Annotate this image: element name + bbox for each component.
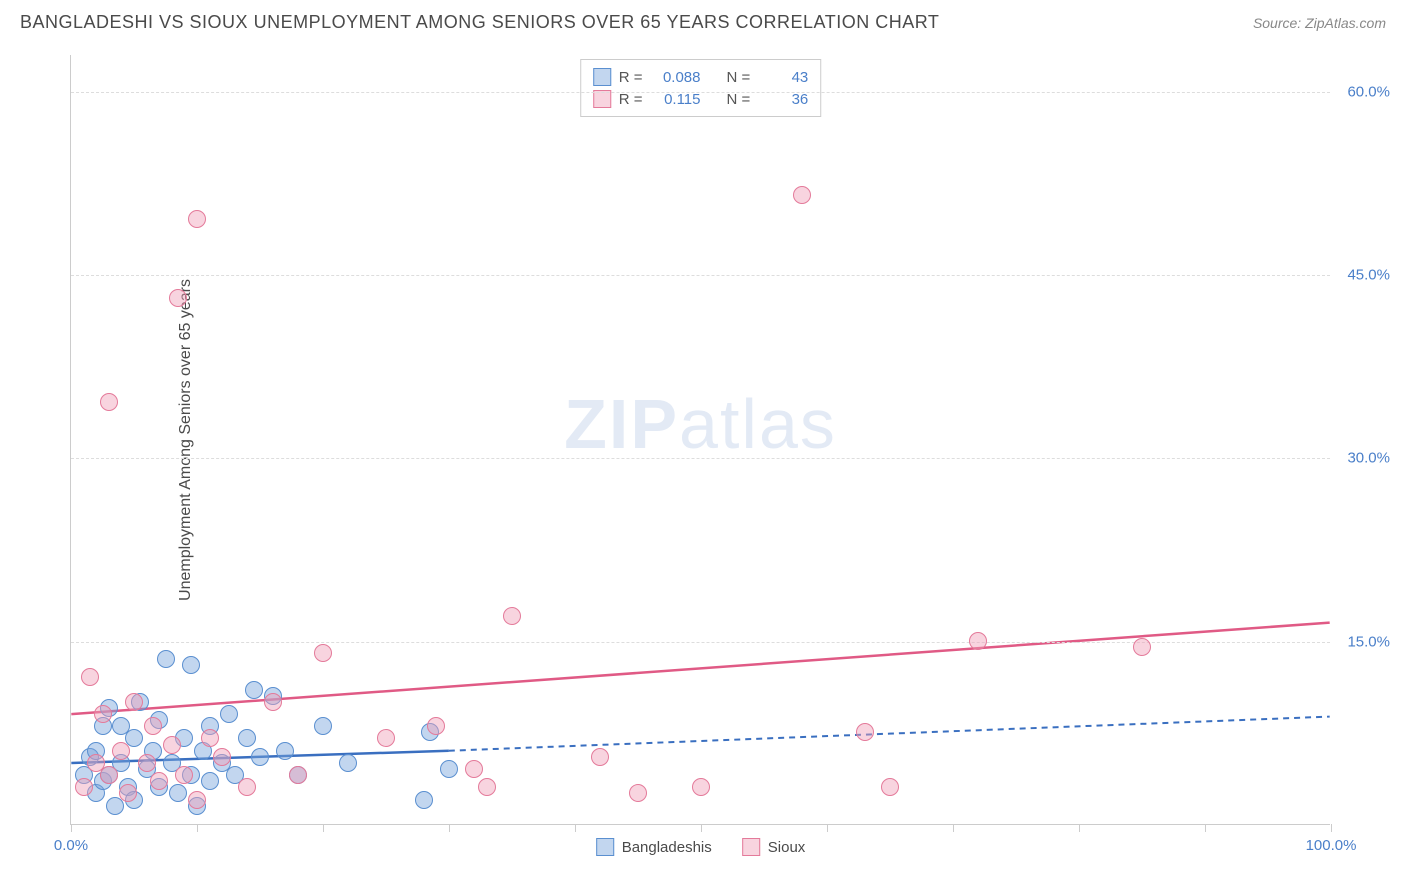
x-tick <box>1331 824 1332 832</box>
data-point <box>81 668 99 686</box>
data-point <box>1133 638 1151 656</box>
legend-series-label: Bangladeshis <box>622 839 712 856</box>
data-point <box>175 766 193 784</box>
data-point <box>125 693 143 711</box>
legend-stats: R =0.088N =43R =0.115N =36 <box>580 59 822 117</box>
watermark-zip: ZIP <box>564 385 679 463</box>
data-point <box>465 760 483 778</box>
x-tick <box>701 824 702 832</box>
data-point <box>503 607 521 625</box>
data-point <box>629 784 647 802</box>
data-point <box>163 736 181 754</box>
x-tick <box>953 824 954 832</box>
data-point <box>415 791 433 809</box>
x-tick-label: 0.0% <box>54 837 88 854</box>
x-tick <box>827 824 828 832</box>
data-point <box>213 748 231 766</box>
data-point <box>440 760 458 778</box>
legend-swatch <box>593 68 611 86</box>
legend-series-label: Sioux <box>768 839 806 856</box>
legend-series: Bangladeshis Sioux <box>596 838 806 856</box>
data-point <box>238 778 256 796</box>
data-point <box>157 650 175 668</box>
data-point <box>251 748 269 766</box>
data-point <box>377 729 395 747</box>
data-point <box>94 705 112 723</box>
x-tick <box>323 824 324 832</box>
data-point <box>201 772 219 790</box>
data-point <box>188 791 206 809</box>
x-tick <box>197 824 198 832</box>
data-point <box>856 723 874 741</box>
x-tick <box>575 824 576 832</box>
data-point <box>339 754 357 772</box>
data-point <box>793 186 811 204</box>
legend-series-item: Sioux <box>742 838 806 856</box>
x-tick-label: 100.0% <box>1306 837 1357 854</box>
trend-lines <box>71 55 1330 824</box>
data-point <box>289 766 307 784</box>
data-point <box>314 644 332 662</box>
data-point <box>264 693 282 711</box>
gridline <box>71 275 1330 276</box>
data-point <box>119 784 137 802</box>
data-point <box>314 717 332 735</box>
data-point <box>182 656 200 674</box>
data-point <box>692 778 710 796</box>
data-point <box>169 289 187 307</box>
data-point <box>144 717 162 735</box>
data-point <box>881 778 899 796</box>
data-point <box>112 742 130 760</box>
watermark: ZIPatlas <box>564 384 837 464</box>
data-point <box>201 729 219 747</box>
legend-swatch <box>593 90 611 108</box>
data-point <box>150 772 168 790</box>
data-point <box>188 210 206 228</box>
source-label: Source: ZipAtlas.com <box>1253 15 1386 31</box>
data-point <box>591 748 609 766</box>
data-point <box>969 632 987 650</box>
gridline <box>71 458 1330 459</box>
y-tick-label: 15.0% <box>1347 633 1390 650</box>
data-point <box>100 393 118 411</box>
watermark-atlas: atlas <box>679 385 837 463</box>
chart-title: BANGLADESHI VS SIOUX UNEMPLOYMENT AMONG … <box>20 12 939 33</box>
x-tick <box>1079 824 1080 832</box>
data-point <box>100 766 118 784</box>
data-point <box>245 681 263 699</box>
y-tick-label: 60.0% <box>1347 83 1390 100</box>
data-point <box>169 784 187 802</box>
gridline <box>71 92 1330 93</box>
x-tick <box>1205 824 1206 832</box>
data-point <box>75 778 93 796</box>
legend-swatch <box>742 838 760 856</box>
chart-container: Unemployment Among Seniors over 65 years… <box>50 55 1330 825</box>
data-point <box>238 729 256 747</box>
x-tick <box>71 824 72 832</box>
legend-stat-row: R =0.088N =43 <box>593 66 809 88</box>
data-point <box>276 742 294 760</box>
legend-swatch <box>596 838 614 856</box>
data-point <box>138 754 156 772</box>
plot-area: ZIPatlas R =0.088N =43R =0.115N =36 Bang… <box>70 55 1330 825</box>
legend-series-item: Bangladeshis <box>596 838 712 856</box>
x-tick <box>449 824 450 832</box>
data-point <box>427 717 445 735</box>
data-point <box>478 778 496 796</box>
y-tick-label: 45.0% <box>1347 267 1390 284</box>
y-tick-label: 30.0% <box>1347 450 1390 467</box>
data-point <box>220 705 238 723</box>
